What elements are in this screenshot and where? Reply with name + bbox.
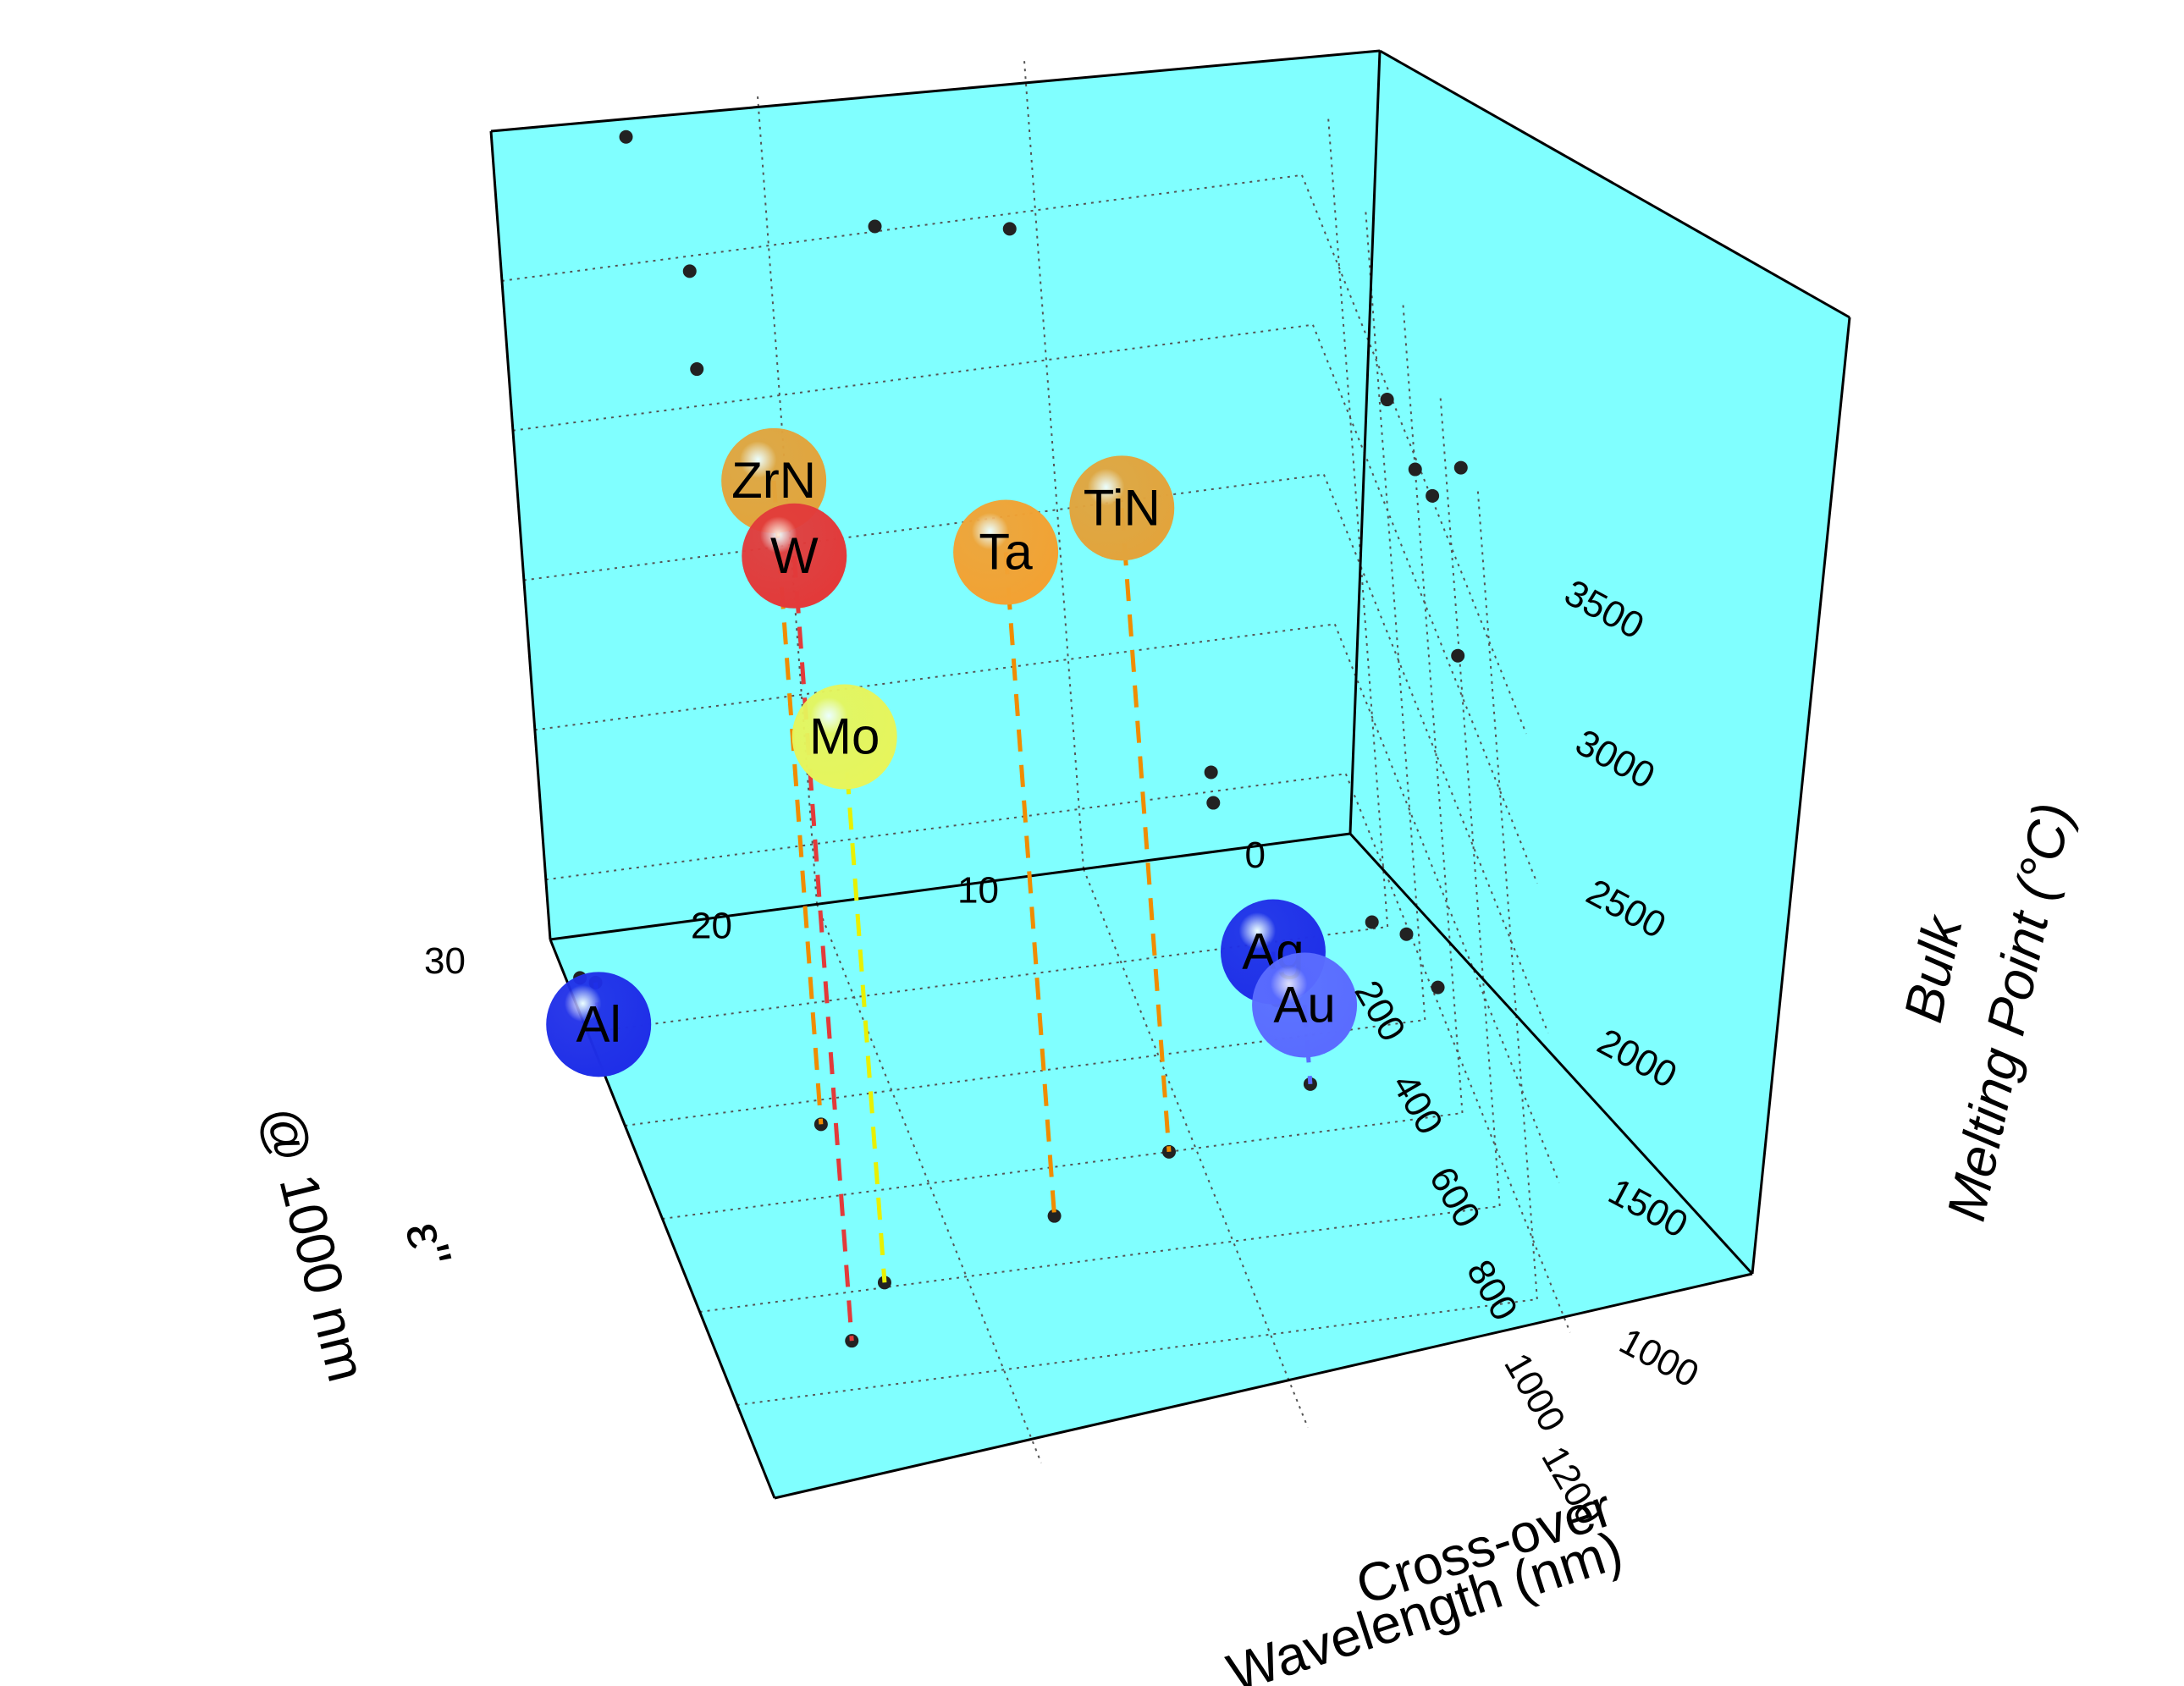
grid-x-side	[1365, 211, 1426, 1021]
y-tick	[484, 939, 550, 960]
projection-dot-ag	[1206, 796, 1221, 810]
z-tick-label: 1000	[1613, 1320, 1705, 1396]
grid-y-floor	[816, 903, 1042, 1463]
data-point-label-al: Al	[576, 995, 621, 1052]
grid-z-side	[1344, 773, 1571, 1333]
y-axis-title-line2: @ 1000 nm	[251, 1100, 378, 1387]
drop-line-mo	[842, 736, 887, 1283]
projection-dot-mo	[1451, 648, 1465, 663]
side-panel	[1350, 51, 1850, 1274]
y-tick-label: 30	[424, 940, 466, 982]
y-axis-title-line1: ε"	[394, 1215, 463, 1272]
frame-edge	[1348, 832, 1754, 1276]
frame-edge	[489, 130, 552, 940]
grid-x-side	[1402, 304, 1464, 1114]
projection-dot-w	[619, 129, 633, 144]
data-point-mo	[791, 684, 897, 790]
y-tick-label: 10	[957, 870, 999, 912]
drop-line-ta	[1003, 552, 1057, 1216]
grid-z-back	[523, 473, 1325, 581]
projection-dot-ta	[1047, 1209, 1062, 1223]
z-axis-title-line1: Bulk	[1892, 909, 1974, 1028]
projection-dot-zrn	[682, 264, 697, 278]
x-tick-label: 1000	[1496, 1347, 1573, 1439]
data-point-w	[742, 503, 847, 609]
y-tick-label: 20	[691, 905, 732, 946]
grid-z-back	[512, 323, 1314, 432]
data-point-label-w: W	[770, 527, 819, 584]
projection-dot-mo	[690, 362, 704, 377]
data-point-label-ta: Ta	[979, 524, 1033, 581]
projection-dot-au	[1204, 765, 1218, 780]
grid-z-side	[1333, 624, 1560, 1183]
drop-line-w	[791, 555, 854, 1342]
projection-dot-w	[1453, 460, 1468, 475]
grid-x-side	[1439, 397, 1501, 1207]
grid-z-back	[501, 174, 1303, 282]
floor-panel	[550, 834, 1752, 1498]
projection-dot-ag	[1399, 927, 1414, 941]
frame-edge	[1751, 317, 1851, 1275]
data-point-label-au: Au	[1273, 976, 1335, 1033]
data-point-label-tin: TiN	[1084, 479, 1161, 536]
grid-z-back	[534, 623, 1335, 731]
back-panel	[491, 51, 1380, 939]
frame-edge	[1379, 49, 1850, 319]
projection-dot-zrn	[1380, 393, 1394, 407]
grid-z-side	[1311, 324, 1538, 884]
grid-x-floor	[662, 1112, 1463, 1220]
chart-panels	[491, 51, 1850, 1498]
projection-dot-ta	[1426, 488, 1440, 503]
grid-y-back	[1023, 60, 1084, 869]
projection-dot-au	[1431, 980, 1445, 995]
data-point-au	[1252, 952, 1358, 1058]
projection-dot-tin	[1002, 222, 1017, 236]
grid-z-side	[1301, 174, 1527, 735]
grid-x-side	[1476, 490, 1538, 1300]
grid-z-back	[545, 773, 1346, 881]
drop-line-tin	[1119, 508, 1172, 1153]
data-point-ta	[953, 499, 1059, 605]
grid-x-floor	[736, 1298, 1537, 1406]
grid-y-floor	[1083, 868, 1309, 1429]
grid-x-side	[1327, 118, 1389, 928]
data-point-label-zrn: ZrN	[731, 452, 816, 509]
projection-dot-tin	[1408, 462, 1422, 477]
projection-dot-al	[1365, 915, 1379, 929]
frame-edge	[490, 49, 1381, 133]
frame-edge	[549, 832, 1351, 941]
frame-edge	[1348, 50, 1382, 835]
frame-edge	[774, 1272, 1753, 1500]
z-tick	[1570, 1332, 1604, 1354]
grid-x-floor	[699, 1205, 1500, 1313]
y-tick-label: 0	[1245, 835, 1266, 876]
data-point-al	[546, 972, 652, 1077]
projection-dot-ta	[868, 219, 882, 234]
data-point-tin	[1069, 455, 1175, 561]
z-axis-title-line2: Melting Point (°C)	[1935, 797, 2083, 1226]
data-point-label-mo: Mo	[809, 708, 880, 765]
